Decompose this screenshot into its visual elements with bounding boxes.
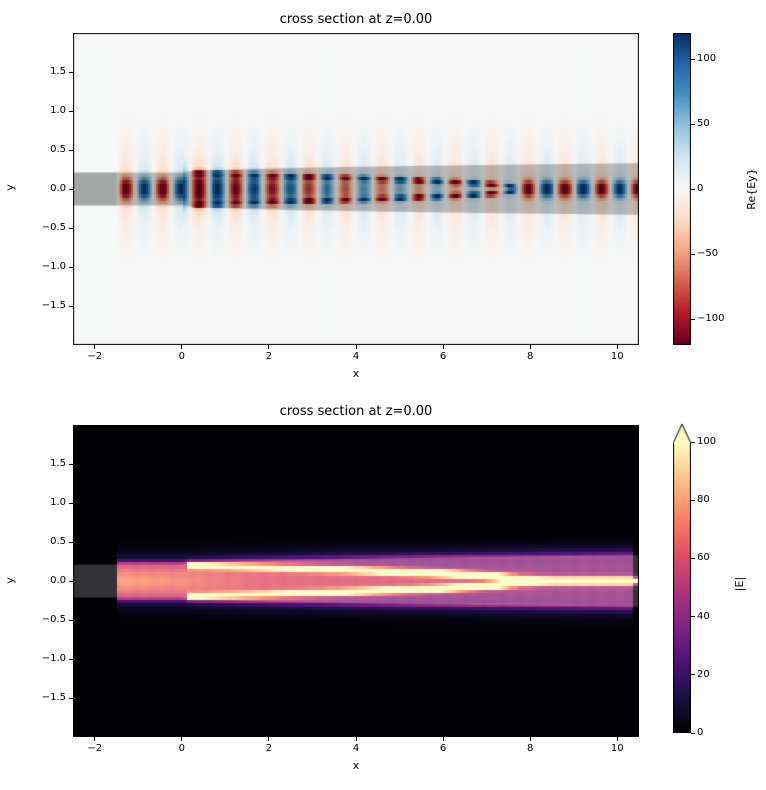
re-ey-heatmap-canvas	[73, 33, 639, 345]
colorbar-tick-label: −50	[697, 248, 719, 259]
x-tick-label: 4	[352, 743, 360, 754]
y-tick-mark	[69, 110, 73, 112]
y-tick-mark	[69, 266, 73, 268]
y-tick-label: −1.5	[41, 300, 66, 311]
x-tick-label: −2	[87, 743, 103, 754]
y-tick-label: −0.5	[41, 222, 66, 233]
x-tick-mark	[181, 737, 183, 741]
y-tick-label: 0.0	[50, 183, 66, 194]
x-tick-label: −2	[87, 351, 103, 362]
x-tick-mark	[268, 345, 270, 349]
y-axis-label-bottom: y	[3, 577, 17, 584]
y-tick-label: −1.0	[41, 261, 66, 272]
colorbar-tick-label: 60	[697, 552, 710, 564]
colorbar-tick-label: 100	[697, 53, 717, 64]
colorbar-tick-mark	[691, 674, 695, 676]
x-tick-label: 8	[526, 743, 534, 754]
y-tick-mark	[69, 658, 73, 660]
x-tick-label: 6	[439, 743, 447, 754]
x-tick-mark	[616, 345, 618, 349]
y-tick-mark	[69, 541, 73, 543]
colorbar-tick-mark	[691, 318, 695, 320]
x-tick-mark	[442, 737, 444, 741]
x-tick-label: 0	[178, 351, 186, 362]
colorbar-tick-mark	[691, 441, 695, 443]
colorbar-tick-label: 0	[697, 183, 704, 194]
x-tick-mark	[181, 345, 183, 349]
colorbar-tick-label: 20	[697, 668, 710, 680]
x-tick-mark	[529, 345, 531, 349]
x-tick-label: 6	[439, 351, 447, 362]
x-tick-mark	[355, 737, 357, 741]
colorbar-tick-mark	[691, 123, 695, 125]
colorbar-abs-e	[673, 423, 691, 733]
x-tick-label: 2	[265, 351, 273, 362]
colorbar-re-ey	[673, 33, 691, 345]
y-tick-label: 0.5	[50, 144, 66, 155]
y-tick-label: 0.0	[50, 575, 66, 586]
y-tick-label: 0.5	[50, 536, 66, 547]
colorbar-tick-mark	[691, 616, 695, 618]
abs-e-heatmap-canvas	[73, 425, 639, 737]
y-tick-mark	[69, 188, 73, 190]
colorbar-tick-label: 0	[697, 727, 704, 738]
y-tick-label: −1.5	[41, 692, 66, 703]
colorbar-tick-label: 50	[697, 118, 710, 129]
colorbar-tick-mark	[691, 188, 695, 190]
x-tick-label: 8	[526, 351, 534, 362]
y-tick-label: −1.0	[41, 653, 66, 664]
colorbar-tick-mark	[691, 557, 695, 559]
colorbar-tick-label: 100	[697, 436, 717, 447]
x-tick-mark	[94, 345, 96, 349]
colorbar-tick-label: −100	[697, 313, 725, 324]
x-tick-mark	[616, 737, 618, 741]
y-tick-label: 1.0	[50, 497, 66, 508]
x-axis-label-bottom: x	[352, 759, 360, 772]
x-tick-mark	[355, 345, 357, 349]
y-tick-mark	[69, 619, 73, 621]
plot-title-abs-e: cross section at z=0.00	[279, 404, 433, 419]
colorbar-tick-label: 40	[697, 610, 710, 622]
colorbar-tick-label: 80	[697, 494, 710, 506]
y-tick-mark	[69, 71, 73, 73]
x-tick-label: 10	[610, 351, 624, 362]
y-tick-mark	[69, 305, 73, 307]
x-tick-label: 10	[610, 743, 624, 754]
y-tick-mark	[69, 502, 73, 504]
colorbar-label-abs-e: |E|	[733, 576, 746, 592]
x-axis-label-top: x	[352, 367, 360, 380]
y-tick-mark	[69, 149, 73, 151]
colorbar-tick-mark	[691, 732, 695, 734]
y-tick-label: 1.0	[50, 105, 66, 116]
colorbar-tick-mark	[691, 253, 695, 255]
colorbar-tick-mark	[691, 499, 695, 501]
y-tick-mark	[69, 227, 73, 229]
y-tick-label: −0.5	[41, 614, 66, 625]
y-tick-mark	[69, 463, 73, 465]
x-tick-label: 0	[178, 743, 186, 754]
colorbar-tick-mark	[691, 58, 695, 60]
x-tick-mark	[442, 345, 444, 349]
colorbar-label-re-ey: Re{Ey}	[745, 168, 758, 210]
x-tick-mark	[94, 737, 96, 741]
y-tick-label: 1.5	[50, 66, 66, 77]
y-tick-mark	[69, 580, 73, 582]
plot-title-re-ey: cross section at z=0.00	[279, 12, 433, 27]
x-tick-label: 4	[352, 351, 360, 362]
y-tick-mark	[69, 697, 73, 699]
y-tick-label: 1.5	[50, 458, 66, 469]
x-tick-mark	[529, 737, 531, 741]
x-tick-label: 2	[265, 743, 273, 754]
y-axis-label-top: y	[3, 184, 17, 191]
x-tick-mark	[268, 737, 270, 741]
